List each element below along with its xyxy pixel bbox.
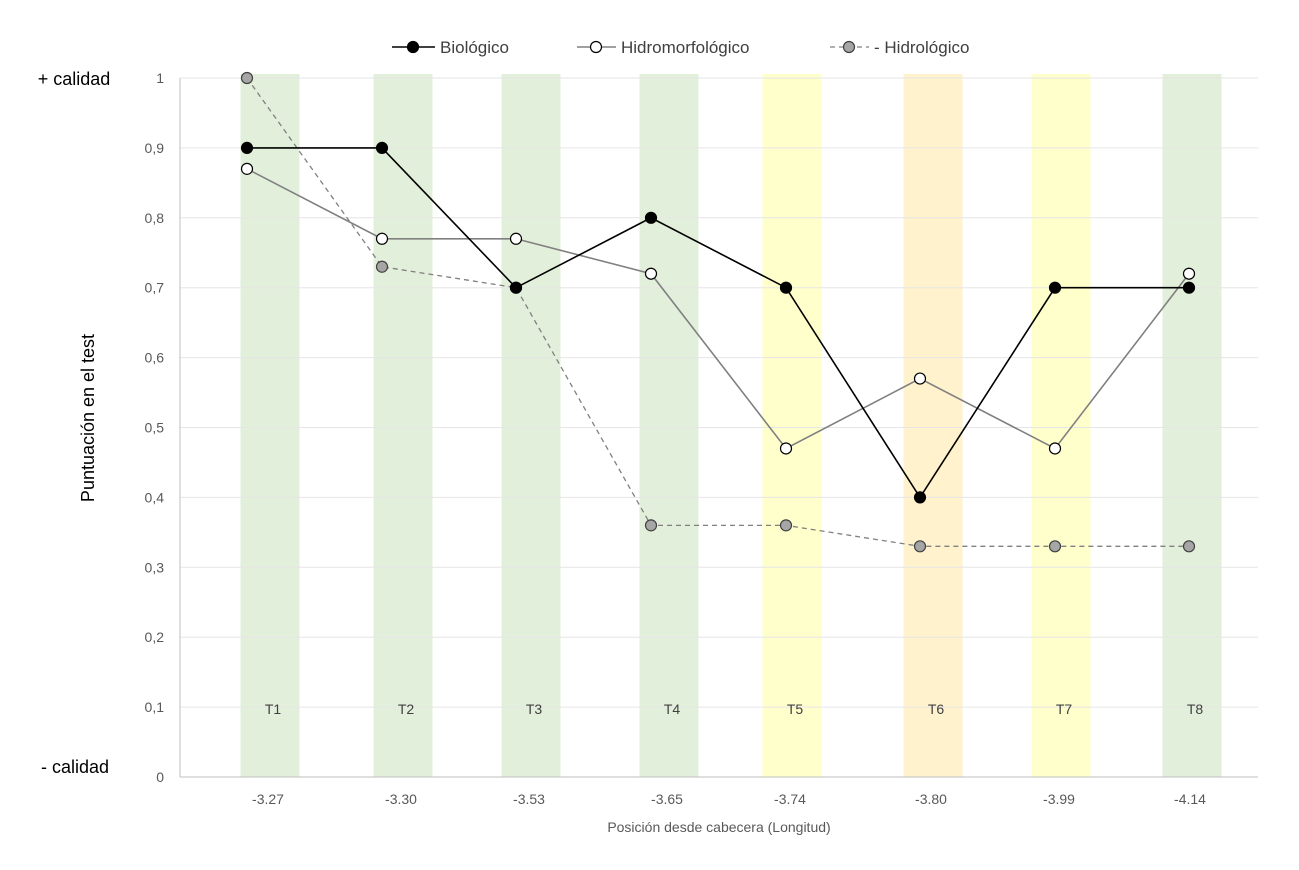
x-tick-label: -3.99 [1043,791,1075,807]
series-2-point [913,372,927,385]
series-1-point [509,281,523,294]
band-label-t1: T1 [265,701,282,717]
x-tick-label: -3.65 [651,791,683,807]
series-1-point [1182,281,1196,294]
x-axis-title: Posición desde cabecera (Longitud) [607,819,830,835]
quality-high-label: + calidad [38,69,111,89]
band-t2 [373,74,433,777]
legend-label-1: Biológico [440,38,509,57]
y-tick-label: 0 [156,769,164,785]
band-t6 [903,74,963,777]
legend-marker-1 [406,40,420,54]
band-t3 [501,74,561,777]
y-tick-label: 0,9 [145,140,165,156]
y-tick-label: 0,5 [145,420,165,436]
series-3-point [779,519,793,532]
y-tick-label: 0,7 [145,280,165,296]
gridlines [180,77,1258,708]
y-tick-label: 0,8 [145,210,165,226]
legend-marker-3 [842,40,856,54]
y-tick-label: 0,1 [145,699,165,715]
series-2-point [240,162,254,175]
series-3-point [644,519,658,532]
band-labels: T1 T2 T3 T4 T5 T6 T7 T8 [265,701,1204,717]
band-label-t7: T7 [1056,701,1073,717]
band-t1 [240,74,300,777]
band-t8 [1162,74,1222,777]
x-tick-label: -4.14 [1174,791,1206,807]
y-tick-label: 0,6 [145,350,165,366]
legend: Biológico Hidromorfológico - Hidrológico [392,38,969,57]
series-2-point [779,442,793,455]
series-line-1 [247,147,1189,499]
band-label-t5: T5 [787,701,804,717]
y-tick-label: 0,4 [145,489,165,505]
series-1-point [240,141,254,154]
band-t5 [762,74,822,777]
y-axis-title: Puntuación en el test [78,334,98,502]
series-line-2 [246,168,1190,450]
series-layer [240,71,1196,553]
series-2-point [1048,442,1062,455]
series-3-point [240,71,254,85]
series-2-point [375,232,389,245]
x-tick-label: -3.53 [513,791,545,807]
x-tick-label: -3.27 [252,791,284,807]
series-1-point [644,211,658,224]
band-label-t6: T6 [928,701,945,717]
x-tick-label: -3.74 [774,791,806,807]
y-tick-label: 0,2 [145,629,165,645]
band-t7 [1031,74,1091,777]
series-1-point [1048,281,1062,294]
band-layer [240,74,1222,777]
y-tick-labels: 0 0,1 0,2 0,3 0,4 0,5 0,6 0,7 0,8 0,9 1 [145,70,165,785]
series-3-point [913,540,927,553]
series-2-point [644,267,658,280]
series-1-point [913,491,927,504]
legend-marker-2 [589,40,603,54]
series-3-point [1048,540,1062,553]
x-tick-labels: -3.27 -3.30 -3.53 -3.65 -3.74 -3.80 -3.99 -4.14 [252,791,1206,807]
band-label-t8: T8 [1187,701,1204,717]
series-line-3 [246,77,1189,547]
band-label-t3: T3 [526,701,543,717]
band-label-t4: T4 [664,701,681,717]
y-tick-label: 1 [156,70,164,86]
series-3-point [1182,540,1196,553]
x-tick-label: -3.30 [385,791,417,807]
band-label-t2: T2 [398,701,415,717]
band-t4 [639,74,699,777]
legend-label-2: Hidromorfológico [621,38,750,57]
series-2-point [1182,267,1196,280]
y-tick-label: 0,3 [145,559,165,575]
series-3-point [375,260,389,273]
series-1-point [779,281,793,294]
legend-label-3: - Hidrológico [874,38,969,57]
quality-low-label: - calidad [41,757,109,777]
series-1-point [375,141,389,154]
x-tick-label: -3.80 [915,791,947,807]
series-2-point [509,232,523,245]
